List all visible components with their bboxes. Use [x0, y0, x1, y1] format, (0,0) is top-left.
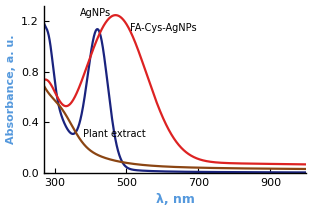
X-axis label: λ, nm: λ, nm: [156, 193, 194, 206]
Text: FA-Cys-AgNPs: FA-Cys-AgNPs: [130, 24, 197, 33]
Text: Plant extract: Plant extract: [83, 129, 146, 139]
Y-axis label: Absorbance, a. u.: Absorbance, a. u.: [6, 35, 16, 144]
Text: AgNPs: AgNPs: [80, 8, 111, 18]
